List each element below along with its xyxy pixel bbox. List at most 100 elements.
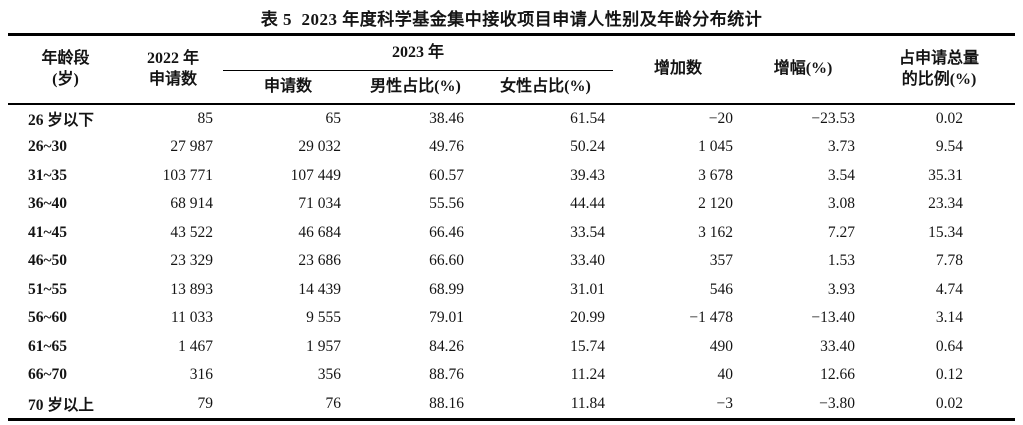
cell-female-pct: 39.43: [570, 166, 606, 184]
cell-2022-apps: 43 522: [170, 223, 213, 241]
cell-increase: 40: [717, 366, 734, 384]
cell-growth-pct: 3.93: [827, 280, 856, 298]
cell-2022-apps: 1 467: [178, 337, 213, 355]
col-header-female-pct: 女性占比(%): [478, 70, 614, 105]
cell-growth-pct: 7.27: [827, 223, 856, 241]
cell-increase: −20: [708, 109, 734, 127]
cell-increase: 490: [709, 337, 734, 355]
cell-age-group: 46~50: [28, 252, 68, 270]
cell-growth-pct: 3.73: [827, 138, 856, 156]
cell-growth-pct: −3.80: [819, 394, 856, 412]
cell-2022-apps: 23 329: [170, 252, 213, 270]
cell-2022-apps: 85: [197, 109, 214, 127]
table-body: 26 岁以下 85 65 38.46 61.54 −20 −23.53 0.02…: [8, 104, 1015, 420]
cell-growth-pct: 3.54: [827, 166, 856, 184]
cell-age-group: 51~55: [28, 280, 68, 298]
cell-2023-apps: 107 449: [290, 166, 341, 184]
cell-2022-apps: 103 771: [162, 166, 213, 184]
cell-increase: 3 678: [698, 166, 734, 184]
table-row: 56~60 11 033 9 555 79.01 20.99 −1 478 −1…: [8, 304, 1015, 333]
cell-share-pct: 15.34: [928, 223, 964, 241]
col-header-share-line2: 的比例(%): [901, 71, 977, 89]
cell-growth-pct: 1.53: [827, 252, 856, 270]
cell-increase: 1 045: [698, 138, 734, 156]
col-header-male-pct: 男性占比(%): [353, 70, 478, 105]
cell-increase: 2 120: [698, 195, 734, 213]
col-header-share-line1: 占申请总量: [899, 49, 980, 67]
col-header-2022-line2: 申请数: [148, 71, 197, 89]
col-group-header-2023: 2023 年: [223, 34, 614, 71]
table-row: 61~65 1 467 1 957 84.26 15.74 490 33.40 …: [8, 333, 1015, 362]
cell-increase: −1 478: [689, 309, 734, 327]
cell-2023-apps: 65: [325, 109, 342, 127]
cell-male-pct: 49.76: [429, 138, 464, 156]
cell-male-pct: 88.16: [429, 394, 464, 412]
cell-age-group: 31~35: [28, 166, 68, 184]
cell-age-group: 66~70: [28, 366, 68, 384]
cell-2023-apps: 71 034: [298, 195, 341, 213]
col-header-2023-apps: 申请数: [223, 70, 353, 105]
cell-male-pct: 55.56: [429, 195, 464, 213]
cell-age-group: 41~45: [28, 223, 68, 241]
col-header-age-line1: 年龄段: [41, 49, 90, 67]
cell-female-pct: 31.01: [570, 280, 606, 298]
cell-female-pct: 33.40: [570, 252, 606, 270]
cell-male-pct: 66.60: [429, 252, 464, 270]
col-header-growth-pct: 增幅(%): [743, 34, 864, 105]
cell-growth-pct: 33.40: [820, 337, 856, 355]
col-header-2022-apps: 2022 年 申请数: [123, 34, 223, 105]
cell-share-pct: 4.74: [935, 280, 964, 298]
cell-2023-apps: 46 684: [298, 223, 341, 241]
cell-2022-apps: 316: [189, 366, 213, 384]
table-row: 66~70 316 356 88.76 11.24 40 12.66 0.12: [8, 361, 1015, 390]
col-header-age-line2: (岁): [52, 71, 79, 89]
cell-increase: 3 162: [698, 223, 734, 241]
cell-2023-apps: 9 555: [306, 309, 341, 327]
cell-increase: 546: [709, 280, 734, 298]
cell-2023-apps: 356: [317, 366, 341, 384]
table-title: 表 5 2023 年度科学基金集中接收项目申请人性别及年龄分布统计: [260, 10, 763, 29]
cell-female-pct: 20.99: [570, 309, 606, 327]
table-row: 46~50 23 329 23 686 66.60 33.40 357 1.53…: [8, 247, 1015, 276]
cell-female-pct: 61.54: [570, 109, 606, 127]
cell-age-group: 26~30: [28, 138, 68, 156]
table-row: 26~30 27 987 29 032 49.76 50.24 1 045 3.…: [8, 133, 1015, 162]
cell-female-pct: 11.24: [570, 366, 606, 384]
cell-male-pct: 79.01: [429, 309, 464, 327]
cell-age-group: 70 岁以上: [28, 396, 94, 414]
cell-share-pct: 0.02: [935, 109, 964, 127]
cell-female-pct: 11.84: [570, 394, 606, 412]
cell-2023-apps: 29 032: [298, 138, 341, 156]
cell-female-pct: 33.54: [570, 223, 606, 241]
cell-growth-pct: −13.40: [811, 309, 856, 327]
table-row: 36~40 68 914 71 034 55.56 44.44 2 120 3.…: [8, 190, 1015, 219]
cell-2023-apps: 23 686: [298, 252, 341, 270]
cell-increase: −3: [716, 394, 734, 412]
cell-female-pct: 50.24: [570, 138, 606, 156]
cell-age-group: 36~40: [28, 195, 68, 213]
col-header-increase: 增加数: [613, 34, 744, 105]
cell-2022-apps: 27 987: [170, 138, 213, 156]
cell-share-pct: 0.12: [935, 366, 964, 384]
cell-male-pct: 66.46: [429, 223, 464, 241]
cell-2023-apps: 14 439: [298, 280, 341, 298]
col-header-age-group: 年龄段 (岁): [8, 34, 123, 105]
cell-share-pct: 9.54: [935, 138, 964, 156]
cell-male-pct: 38.46: [429, 109, 464, 127]
col-header-share-of-total: 占申请总量 的比例(%): [863, 34, 1016, 105]
cell-2022-apps: 11 033: [170, 309, 213, 327]
cell-age-group: 56~60: [28, 309, 68, 327]
cell-male-pct: 60.57: [429, 166, 464, 184]
cell-female-pct: 44.44: [570, 195, 606, 213]
cell-share-pct: 7.78: [935, 252, 964, 270]
table-row: 41~45 43 522 46 684 66.46 33.54 3 162 7.…: [8, 219, 1015, 248]
cell-2022-apps: 79: [197, 394, 214, 412]
cell-growth-pct: −23.53: [811, 109, 856, 127]
col-header-2022-line1: 2022 年: [146, 49, 199, 67]
cell-share-pct: 0.64: [935, 337, 964, 355]
header-row-2: 申请数 男性占比(%) 女性占比(%): [8, 70, 1015, 105]
table-row: 31~35 103 771 107 449 60.57 39.43 3 678 …: [8, 162, 1015, 191]
cell-2023-apps: 1 957: [306, 337, 341, 355]
cell-share-pct: 23.34: [928, 195, 964, 213]
